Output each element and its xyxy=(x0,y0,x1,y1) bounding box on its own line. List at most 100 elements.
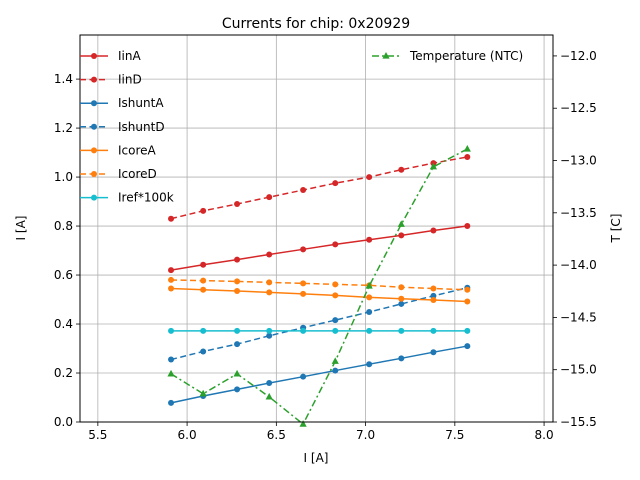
x-tick-label: 8.0 xyxy=(535,428,554,442)
data-point xyxy=(332,241,339,248)
legend-swatch-marker xyxy=(382,52,390,59)
y-tick-label: 0.8 xyxy=(54,219,73,233)
data-point xyxy=(398,300,405,307)
y2-tick-label: −15.0 xyxy=(560,363,597,377)
x-axis: 5.5 6.0 6.5 7.0 7.5 8.0 xyxy=(88,422,554,442)
series-line-iina xyxy=(170,225,468,271)
legend-label: Iref*100k xyxy=(118,191,174,205)
data-point xyxy=(430,297,437,304)
data-point xyxy=(430,327,437,334)
y-tick-label: 0.0 xyxy=(54,415,73,429)
y-tick-label: 1.2 xyxy=(54,121,73,135)
data-point xyxy=(168,267,175,274)
y-tick-label: 0.6 xyxy=(54,268,73,282)
data-point xyxy=(366,236,373,243)
data-point xyxy=(168,399,175,406)
data-point xyxy=(266,327,273,334)
data-point xyxy=(398,327,405,334)
data-point xyxy=(168,356,175,363)
legend: IinA IinD IshuntA IshuntD IcoreA IcoreD Iref*1… xyxy=(80,49,174,205)
data-point xyxy=(234,278,241,285)
series-iind xyxy=(168,153,471,222)
data-point xyxy=(168,215,175,222)
data-point xyxy=(398,355,405,362)
y-axis-label: I [A] xyxy=(14,216,28,241)
data-point xyxy=(332,317,339,324)
data-point xyxy=(332,327,339,334)
data-point xyxy=(464,286,471,293)
data-point xyxy=(299,420,307,427)
y2-tick-label: −13.0 xyxy=(560,154,597,168)
data-point xyxy=(200,277,207,284)
data-point xyxy=(168,276,175,283)
legend-label: IshuntD xyxy=(118,120,165,134)
data-point xyxy=(200,207,207,214)
series-line-ishunta xyxy=(170,345,468,404)
series-temperature-ntc xyxy=(167,145,471,427)
series-ishunta xyxy=(168,343,471,406)
data-point xyxy=(167,369,175,377)
data-point xyxy=(365,282,373,289)
grid xyxy=(80,35,553,423)
data-point xyxy=(366,361,373,368)
y2-tick-label: −14.5 xyxy=(560,310,597,324)
data-point xyxy=(234,201,241,208)
data-point xyxy=(234,256,241,263)
data-point xyxy=(398,295,405,302)
y-tick-label: 1.0 xyxy=(54,170,73,184)
chart-title: Currents for chip: 0x20929 xyxy=(222,16,410,32)
series-line-icored xyxy=(171,279,468,291)
legend-entry-iref-100k: Iref*100k xyxy=(80,191,174,205)
data-point xyxy=(464,153,471,160)
data-point xyxy=(429,162,438,170)
data-point xyxy=(463,145,471,152)
y-tick-label: 0.2 xyxy=(54,366,73,380)
y-tick-label: 0.4 xyxy=(54,317,73,331)
legend-entry-temperature-ntc: Temperature (NTC) xyxy=(372,49,523,63)
data-point xyxy=(332,367,339,374)
data-point xyxy=(430,349,437,356)
legend-entry-icored: IcoreD xyxy=(80,167,157,181)
series-line-temperature-ntc xyxy=(170,148,468,426)
data-point xyxy=(200,348,207,355)
series-line-iind xyxy=(170,156,468,220)
data-point xyxy=(266,289,273,296)
x-axis-label: I [A] xyxy=(304,451,329,465)
legend-entry-iina: IinA xyxy=(80,49,141,63)
legend-temperature: Temperature (NTC) xyxy=(372,49,523,63)
legend-label: IinA xyxy=(118,49,141,63)
x-tick-label: 6.0 xyxy=(178,428,197,442)
data-point xyxy=(266,380,273,387)
data-point xyxy=(234,327,241,334)
data-point xyxy=(398,166,405,173)
y-tick-label: 1.4 xyxy=(54,72,73,86)
series-icorea xyxy=(168,285,471,305)
x-tick-label: 6.5 xyxy=(267,428,286,442)
data-point xyxy=(200,261,207,268)
data-point xyxy=(366,294,373,301)
y2-tick-label: −12.5 xyxy=(560,101,597,115)
data-point xyxy=(398,284,405,291)
data-point xyxy=(300,187,307,194)
data-point xyxy=(300,280,307,287)
legend-entry-icorea: IcoreA xyxy=(80,143,157,157)
y-axis-right: −15.5 −15.0 −14.5 −14.0 −13.5 −13.0 −12.5 −12.0 xyxy=(553,49,597,429)
data-point xyxy=(266,332,273,339)
y2-tick-label: −13.5 xyxy=(560,206,597,220)
data-point xyxy=(300,327,307,334)
series-layer xyxy=(167,145,471,427)
data-point xyxy=(234,386,241,393)
x-tick-label: 7.0 xyxy=(356,428,375,442)
data-point xyxy=(397,220,405,227)
data-point xyxy=(464,343,471,350)
data-point xyxy=(168,327,175,334)
data-point xyxy=(300,373,307,380)
data-point xyxy=(234,341,241,348)
series-ishuntd xyxy=(168,284,471,363)
data-point xyxy=(200,327,207,334)
data-point xyxy=(200,286,207,293)
data-point xyxy=(266,194,273,201)
legend-entry-ishuntd: IshuntD xyxy=(80,120,165,134)
